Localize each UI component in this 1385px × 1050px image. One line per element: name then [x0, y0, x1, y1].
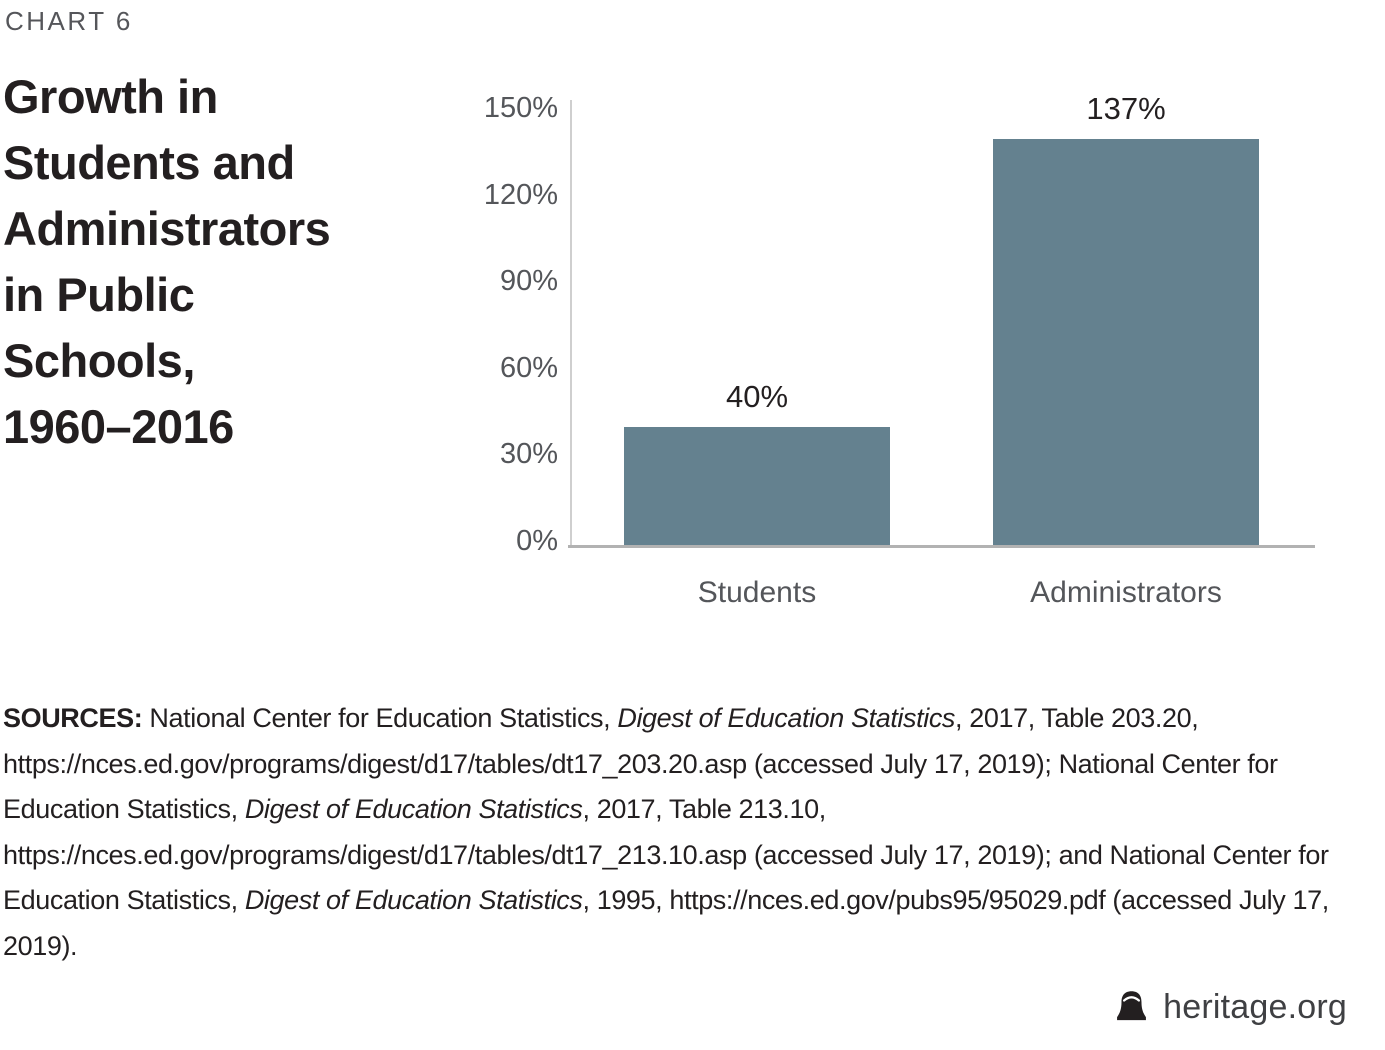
chart-number-label: CHART 6 [5, 6, 133, 36]
liberty-bell-icon [1117, 991, 1147, 1021]
chart-title-line: in Public [3, 268, 195, 321]
y-axis-tick: 90% [499, 265, 558, 298]
chart-title-line: Schools, [3, 334, 195, 387]
footer-branding: heritage.org [1113, 988, 1347, 1027]
sources-segment: , 1995, https://nces.ed.gov/pubs95/95029… [3, 885, 1329, 961]
sources-segment: , 2017, Table 203.20, https://nces.ed.go… [3, 703, 1278, 824]
chart-title: Growth in Students and Administrators in… [3, 64, 331, 460]
bar-value-label: 40% [725, 379, 789, 414]
x-axis-label-administrators: Administrators [1030, 576, 1222, 609]
bar-group-students: 40% [624, 100, 890, 546]
y-axis-tick: 150% [483, 92, 558, 124]
x-axis-baseline [568, 545, 1315, 548]
sources-segment: Digest of Education Statistics [244, 794, 583, 824]
y-axis-tick: 60% [499, 351, 558, 384]
sources-segment: , 2017, Table 213.10, https://nces.ed.go… [3, 794, 1329, 915]
chart-title-line: Students and [3, 136, 295, 189]
sources-segment: National Center for Education Statistics… [149, 703, 618, 733]
bar-group-administrators: 137% [993, 91, 1259, 546]
chart-title-line: Growth in [3, 70, 218, 123]
x-axis-label-students: Students [697, 576, 817, 609]
bar-students [624, 427, 890, 546]
y-axis-tick: 30% [499, 438, 558, 471]
brand-text: heritage.org [1163, 988, 1347, 1026]
bar-chart-plot-area: 40% 137% Students Administrators [572, 91, 1313, 609]
y-axis-tick-labels: 150% 120% 90% 60% 30% 0% [420, 93, 558, 556]
y-axis-tick: 120% [483, 178, 558, 211]
y-axis-line [570, 100, 572, 546]
chart-title-line: 1960–2016 [3, 400, 234, 453]
sources-segment: SOURCES: [3, 703, 150, 733]
y-axis-tick: 0% [516, 524, 558, 557]
sources-segment: Digest of Education Statistics [617, 703, 956, 733]
bar-value-label: 137% [1086, 91, 1166, 126]
sources-text: SOURCES: National Center for Education S… [3, 696, 1355, 969]
bar-administrators [993, 139, 1259, 546]
chart-title-line: Administrators [3, 202, 331, 255]
sources-segment: Digest of Education Statistics [244, 885, 583, 915]
